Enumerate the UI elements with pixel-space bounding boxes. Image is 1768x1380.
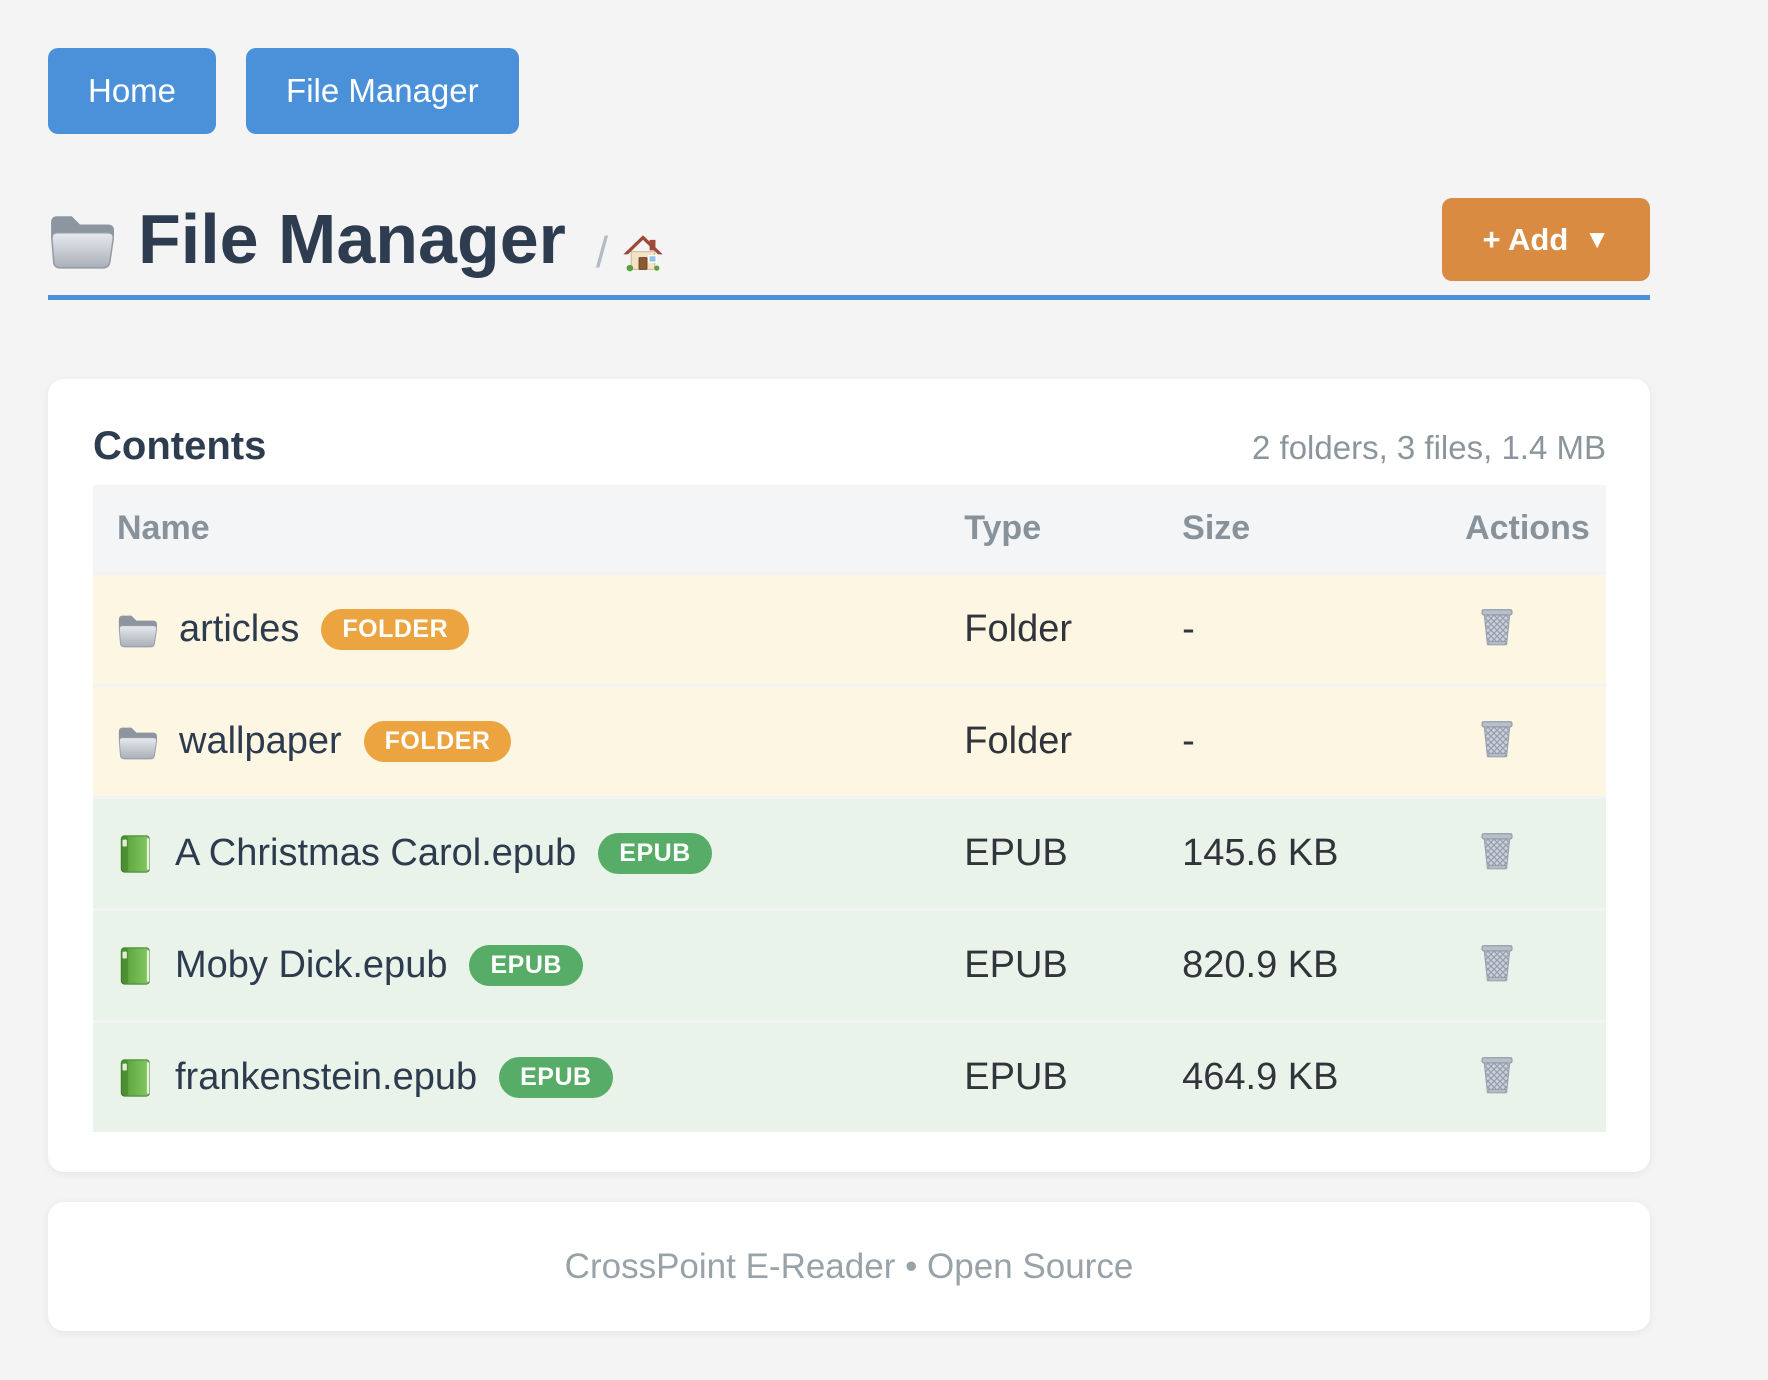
item-type: Folder [940,684,1159,796]
table-row-moby-dick: Moby Dick.epub EPUB EPUB 820.9 KB [93,908,1606,1020]
delete-button[interactable] [1475,826,1519,875]
contents-summary: 2 folders, 3 files, 1.4 MB [1252,429,1606,466]
open-folder-icon [117,724,157,760]
column-header-size: Size [1158,485,1442,572]
delete-button[interactable] [1475,714,1519,763]
item-size: 145.6 KB [1158,796,1442,908]
folder-badge: FOLDER [321,609,470,650]
item-name[interactable]: wallpaper [179,720,342,762]
item-size: 820.9 KB [1158,908,1442,1020]
title-group: File Manager / [48,201,664,278]
contents-card: Contents 2 folders, 3 files, 1.4 MB Name… [48,379,1650,1172]
wastebasket-icon [1479,718,1515,759]
epub-badge: EPUB [469,945,583,986]
delete-button[interactable] [1475,938,1519,987]
footer-text: CrossPoint E-Reader • Open Source [564,1246,1134,1286]
green-book-icon [117,946,153,986]
table-row-articles: articles FOLDER Folder - [93,572,1606,684]
epub-badge: EPUB [499,1057,613,1098]
house-icon[interactable] [622,232,664,274]
item-type: EPUB [940,908,1159,1020]
item-name[interactable]: Moby Dick.epub [175,944,448,986]
item-type: Folder [940,572,1159,684]
item-name[interactable]: frankenstein.epub [175,1056,478,1098]
item-size: - [1158,684,1442,796]
item-type: EPUB [940,1020,1159,1132]
green-book-icon [117,1058,153,1098]
nav-file-manager-button[interactable]: File Manager [246,48,519,134]
page-title: File Manager [138,200,566,278]
wastebasket-icon [1479,606,1515,647]
column-header-name: Name [93,485,941,572]
column-header-type: Type [940,485,1159,572]
delete-button[interactable] [1475,1050,1519,1099]
green-book-icon [117,834,153,874]
item-type: EPUB [940,796,1159,908]
wastebasket-icon [1479,1054,1515,1095]
table-header-row: Name Type Size Actions [93,485,1606,572]
contents-header: Contents 2 folders, 3 files, 1.4 MB [93,424,1606,469]
add-button-label: + Add [1482,221,1569,257]
file-table: Name Type Size Actions articles FOLDER F… [93,485,1606,1132]
top-nav: Home File Manager [48,48,1650,134]
table-row-frankenstein: frankenstein.epub EPUB EPUB 464.9 KB [93,1020,1606,1132]
item-name[interactable]: articles [179,608,300,650]
item-name[interactable]: A Christmas Carol.epub [175,832,577,874]
wastebasket-icon [1479,830,1515,871]
caret-down-icon: ▼ [1584,224,1610,254]
title-divider [48,295,1650,300]
add-button[interactable]: + Add ▼ [1442,198,1650,281]
page-header: File Manager / + Add ▼ [48,198,1650,281]
wastebasket-icon [1479,942,1515,983]
contents-heading: Contents [93,424,267,468]
epub-badge: EPUB [598,833,712,874]
open-folder-icon [48,211,114,269]
item-size: 464.9 KB [1158,1020,1442,1132]
column-header-actions: Actions [1441,485,1606,572]
breadcrumb-separator: / [595,227,609,277]
table-row-wallpaper: wallpaper FOLDER Folder - [93,684,1606,796]
item-size: - [1158,572,1442,684]
nav-home-button[interactable]: Home [48,48,217,134]
open-folder-icon [117,612,157,648]
footer-card: CrossPoint E-Reader • Open Source [48,1202,1650,1331]
folder-badge: FOLDER [363,721,512,762]
page-container: Home File Manager File Manager / + Add ▼… [48,0,1650,1331]
delete-button[interactable] [1475,602,1519,651]
table-row-christmas-carol: A Christmas Carol.epub EPUB EPUB 145.6 K… [93,796,1606,908]
